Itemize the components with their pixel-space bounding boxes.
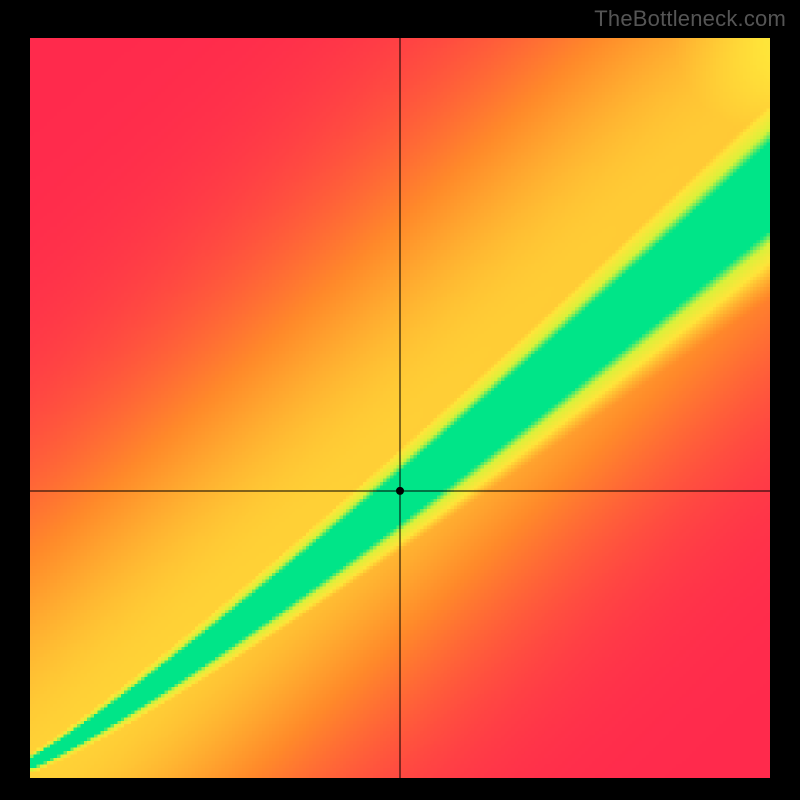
heatmap-plot: [30, 38, 770, 778]
watermark-text: TheBottleneck.com: [594, 6, 786, 32]
heatmap-canvas: [30, 38, 770, 778]
chart-frame: TheBottleneck.com: [0, 0, 800, 800]
